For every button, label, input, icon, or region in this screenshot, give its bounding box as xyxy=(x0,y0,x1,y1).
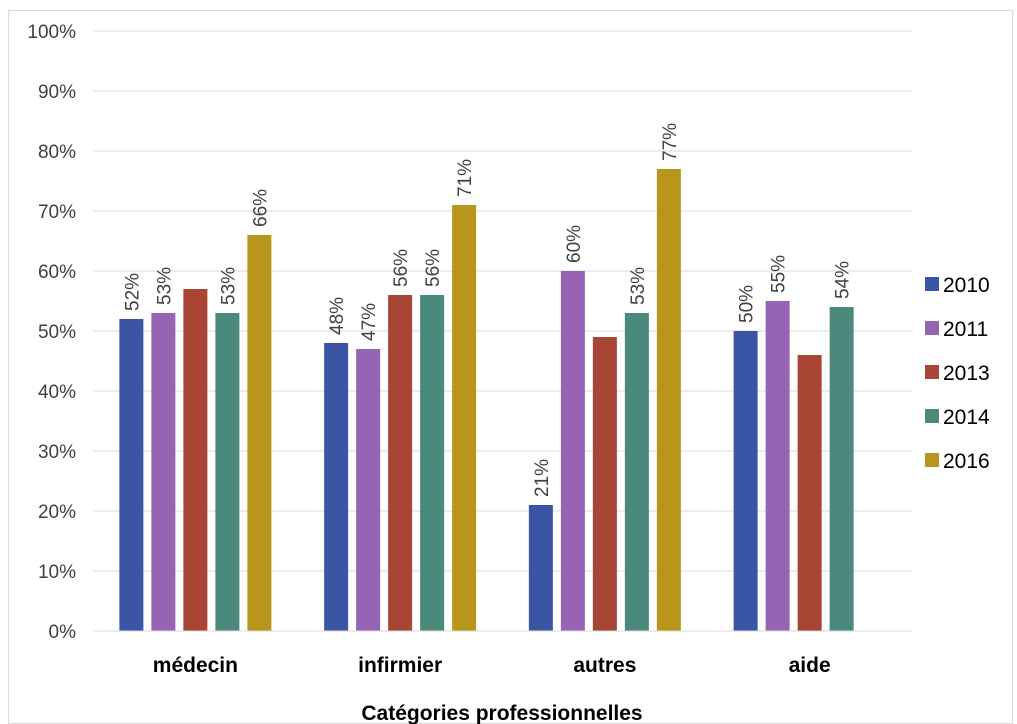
data-label: 21% xyxy=(532,459,553,497)
data-label: 53% xyxy=(628,267,649,305)
y-tick-label: 10% xyxy=(38,562,76,583)
data-label: 52% xyxy=(122,273,143,311)
legend-swatch xyxy=(925,365,939,379)
bar xyxy=(420,295,445,631)
bar xyxy=(119,319,144,631)
bar xyxy=(797,355,822,631)
bar xyxy=(829,307,854,631)
legend-label: 2016 xyxy=(943,450,990,473)
data-label: 56% xyxy=(391,249,412,287)
y-tick-label: 100% xyxy=(27,22,76,43)
bar xyxy=(592,337,617,631)
data-label: 71% xyxy=(455,159,476,197)
bar xyxy=(324,343,349,631)
y-tick-label: 40% xyxy=(38,382,76,403)
y-tick-label: 90% xyxy=(38,82,76,103)
data-label: 50% xyxy=(737,285,758,323)
data-label: 54% xyxy=(833,261,854,299)
legend-label: 2013 xyxy=(943,362,990,385)
data-label: 60% xyxy=(564,225,585,263)
legend-swatch xyxy=(925,277,939,291)
data-label: 66% xyxy=(250,189,271,227)
legend-swatch xyxy=(925,321,939,335)
bar xyxy=(356,349,381,631)
y-tick-label: 20% xyxy=(38,502,76,523)
bar xyxy=(388,295,413,631)
data-label: 53% xyxy=(218,267,239,305)
y-tick-label: 80% xyxy=(38,142,76,163)
bar xyxy=(733,331,758,631)
legend-label: 2010 xyxy=(943,274,990,297)
category-label: autres xyxy=(573,654,636,677)
y-tick-label: 60% xyxy=(38,262,76,283)
y-tick-label: 70% xyxy=(38,202,76,223)
data-label: 55% xyxy=(769,255,790,293)
category-label: infirmier xyxy=(358,654,442,677)
category-label: aide xyxy=(789,654,831,677)
y-tick-label: 0% xyxy=(49,622,77,643)
data-label: 56% xyxy=(423,249,444,287)
category-label: médecin xyxy=(153,654,238,677)
bar xyxy=(765,301,790,631)
bar xyxy=(452,205,477,631)
data-label: 53% xyxy=(154,267,175,305)
legend-swatch xyxy=(925,453,939,467)
bar xyxy=(624,313,649,631)
data-label: 77% xyxy=(660,123,681,161)
legend-label: 2014 xyxy=(943,406,990,429)
bar xyxy=(247,235,272,631)
y-tick-label: 30% xyxy=(38,442,76,463)
bar xyxy=(528,505,553,631)
legend-swatch xyxy=(925,409,939,423)
x-axis-title: Catégories professionnelles xyxy=(361,702,642,724)
bar xyxy=(183,289,208,631)
bar xyxy=(215,313,240,631)
y-tick-label: 50% xyxy=(38,322,76,343)
bar xyxy=(151,313,176,631)
data-label: 47% xyxy=(359,303,380,341)
legend-label: 2011 xyxy=(943,318,988,341)
bar xyxy=(560,271,585,631)
bar xyxy=(656,169,681,631)
data-label: 48% xyxy=(327,297,348,335)
